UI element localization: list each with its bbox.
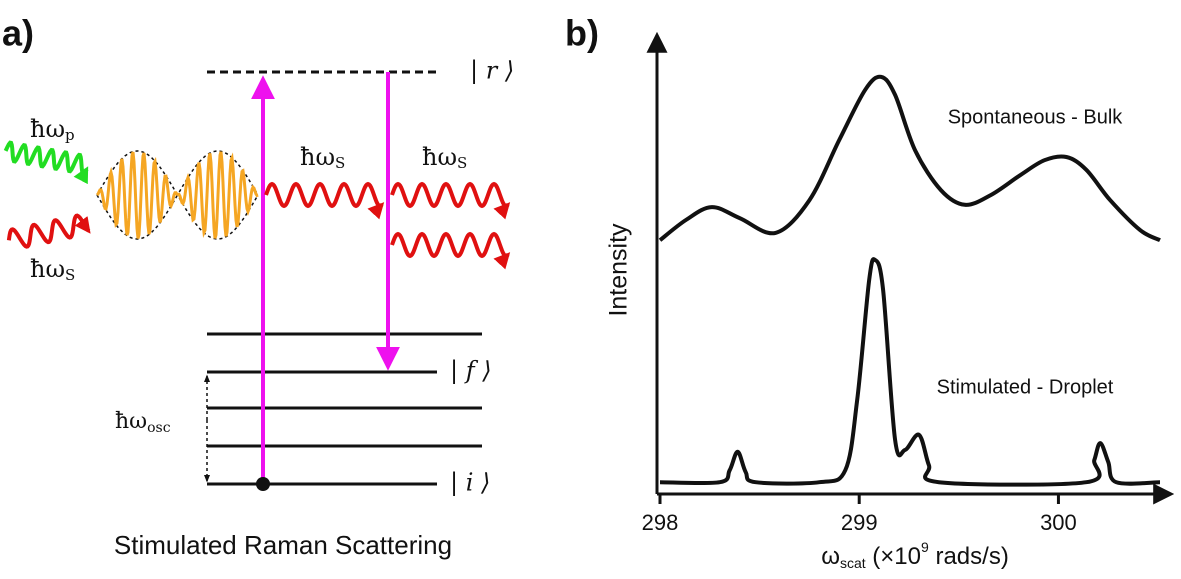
x-tick-label: 298 — [642, 510, 679, 535]
caption: Stimulated Raman Scattering — [114, 530, 452, 560]
pump-wave — [3, 140, 89, 185]
level-label: | f ⟩ — [450, 357, 492, 386]
level-label: | i ⟩ — [450, 469, 490, 498]
x-tick-label: 300 — [1040, 510, 1077, 535]
panel-a: a) | r ⟩ | f ⟩ | i ⟩ ħωp ħωS ħωS ħωS ħωo… — [2, 13, 514, 560]
spectrum-line — [659, 257, 1161, 487]
panel-b: b) Intensity ωscat (×109 rads/s) Spontan… — [565, 13, 1175, 571]
stokes-wave — [264, 181, 385, 220]
level-label: | r ⟩ — [470, 57, 514, 86]
photon-label: ħωS — [422, 143, 467, 173]
y-axis-label: Intensity — [605, 223, 633, 317]
panel-label: b) — [565, 13, 599, 54]
photon-label: ħωS — [30, 255, 75, 285]
waves — [3, 140, 511, 270]
envelope — [96, 194, 259, 240]
x-tick-label: 299 — [841, 510, 878, 535]
x-axis-label: ωscat (×109 rads/s) — [821, 539, 1009, 571]
spectrum-line — [658, 74, 1161, 243]
carrier — [95, 151, 259, 239]
annotation: Spontaneous - Bulk — [948, 106, 1124, 128]
photon-label: ħωp — [30, 115, 75, 145]
annotation: Stimulated - Droplet — [937, 376, 1114, 398]
osc-label: ħωosc — [115, 409, 171, 436]
stokes-wave — [390, 181, 511, 220]
stokes-wave — [6, 213, 91, 249]
stokes-wave — [390, 231, 511, 270]
panel-label: a) — [2, 13, 34, 54]
photon-label: ħωS — [300, 143, 345, 173]
ground-dot — [256, 477, 270, 491]
